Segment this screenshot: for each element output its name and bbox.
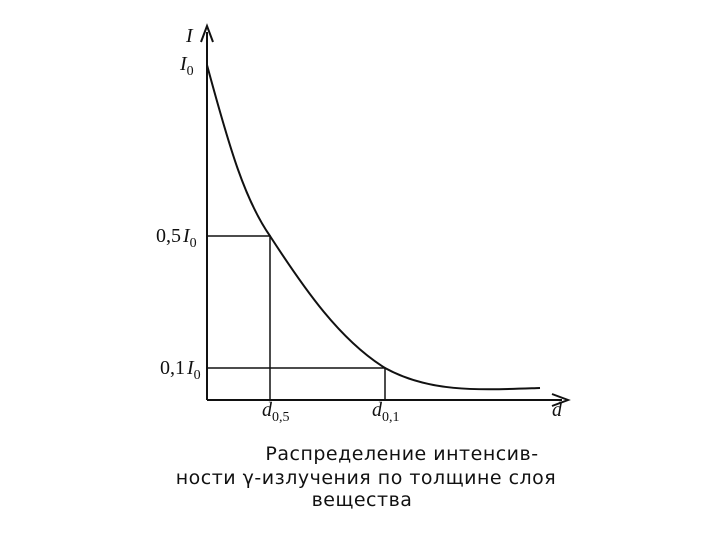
caption-line: Распределение интенсив- <box>265 443 538 465</box>
tick-sub: 0,5 <box>272 410 290 425</box>
tick-sub: 0 <box>194 368 201 383</box>
caption-line: ности γ-излучения по толщине слоя <box>176 467 557 489</box>
tick-sub: 0 <box>190 236 197 251</box>
tick-main: I <box>182 225 191 247</box>
tick-coef: 0,5 <box>156 225 181 247</box>
y-tick-label: 0,1 I0 <box>160 357 201 383</box>
tick-main: I <box>179 53 188 75</box>
caption-line: вещества <box>312 489 413 511</box>
tick-main: d <box>372 399 383 421</box>
tick-main: I <box>186 357 195 379</box>
x-tick-label: d0,1 <box>372 399 400 425</box>
y-axis-label: I <box>185 25 194 47</box>
y-tick-label: I0 <box>179 53 194 79</box>
x-arrow <box>551 393 571 407</box>
y-arrow <box>200 23 214 43</box>
x-axis-label: d <box>552 399 563 421</box>
tick-coef: 0,1 <box>160 357 185 379</box>
y-tick-label: 0,5 I0 <box>156 225 197 251</box>
tick-sub: 0 <box>187 64 194 79</box>
decay-curve <box>206 64 541 391</box>
tick-main: d <box>262 399 273 421</box>
tick-sub: 0,1 <box>382 410 400 425</box>
x-tick-label: d0,5 <box>262 399 290 425</box>
